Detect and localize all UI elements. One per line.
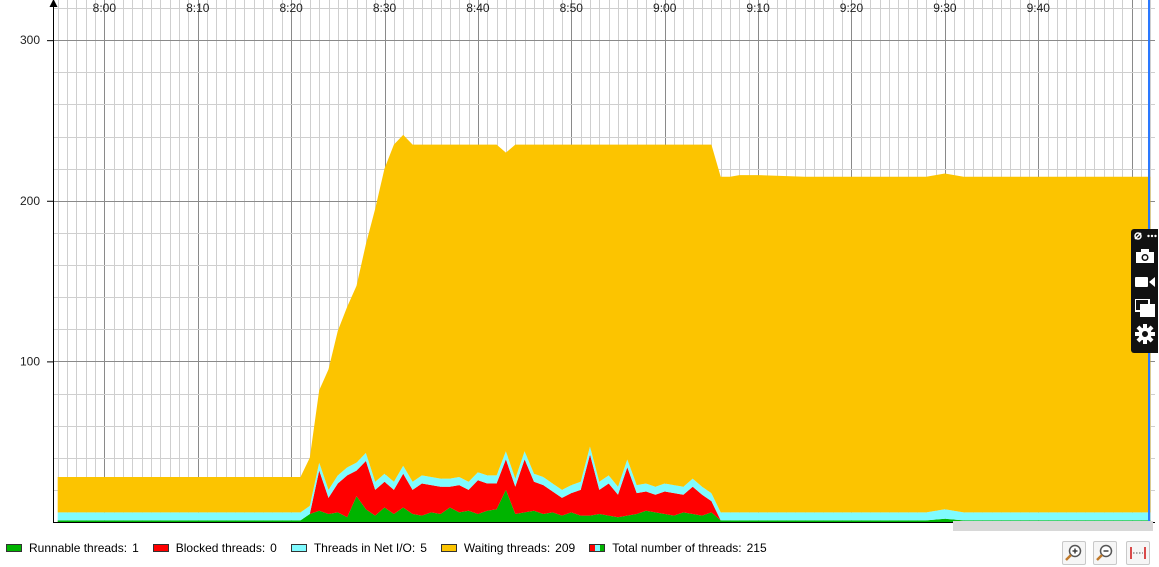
side-toolbar xyxy=(1131,229,1158,353)
series-layer xyxy=(57,134,1151,522)
x-tick-label: 9:10 xyxy=(746,1,770,15)
x-tick-label: 8:30 xyxy=(373,1,397,15)
x-tick-label: 9:40 xyxy=(1027,1,1051,15)
legend-swatch-runnable xyxy=(6,544,22,552)
record-button[interactable] xyxy=(1131,269,1158,295)
legend-swatch-net-io xyxy=(290,544,307,552)
x-tick-label: 8:40 xyxy=(466,1,490,15)
legend-value-blocked: 0 xyxy=(270,541,277,555)
legend-label-waiting: Waiting threads: xyxy=(463,541,551,555)
legend-value-runnable: 1 xyxy=(132,541,139,555)
video-icon xyxy=(1134,277,1155,287)
legend-value-net-io: 5 xyxy=(420,541,427,555)
fit-width-icon xyxy=(1130,547,1146,559)
area-waiting-threads xyxy=(57,134,1151,513)
area-net-io-threads xyxy=(57,446,1151,521)
settings-button[interactable] xyxy=(1131,321,1158,347)
legend-label-blocked: Blocked threads: xyxy=(175,541,266,555)
more-icon[interactable] xyxy=(1146,231,1157,241)
zoom-in-icon xyxy=(1065,544,1082,561)
x-tick-label: 9:20 xyxy=(840,1,864,15)
area-blocked-threads xyxy=(57,454,1151,521)
legend-item-runnable: Runnable threads: 1 xyxy=(6,541,139,555)
x-tick-label: 9:00 xyxy=(653,1,677,15)
legend-swatch-total xyxy=(589,544,606,552)
legend-value-total: 215 xyxy=(746,541,767,555)
area-runnable-threads xyxy=(57,489,1151,522)
camera-icon xyxy=(1135,249,1154,263)
legend-label-total: Total number of threads: xyxy=(612,541,742,555)
legend-swatch-waiting xyxy=(440,544,457,552)
legend-item-blocked: Blocked threads: 0 xyxy=(152,541,277,555)
horizontal-scrollbar-thumb[interactable] xyxy=(953,521,1153,531)
legend-label-net-io: Threads in Net I/O: xyxy=(313,541,416,555)
y-tick-label: 100 xyxy=(20,354,40,368)
legend-item-total: Total number of threads: 215 xyxy=(589,541,767,555)
pin-icon[interactable] xyxy=(1133,231,1155,241)
x-tick-label: 9:30 xyxy=(933,1,957,15)
y-tick-label: 300 xyxy=(20,33,40,47)
legend-label-runnable: Runnable threads: xyxy=(29,541,128,555)
legend-value-waiting: 209 xyxy=(555,541,576,555)
y-tick-label: 200 xyxy=(20,194,40,208)
settings-icon xyxy=(1134,324,1155,344)
chart-legend: Runnable threads: 1 Blocked threads: 0 T… xyxy=(6,538,781,558)
x-tick-label: 8:20 xyxy=(279,1,303,15)
y-axis-arrow xyxy=(49,0,58,7)
toolbar-header xyxy=(1131,229,1158,243)
zoom-in-button[interactable] xyxy=(1062,541,1086,565)
x-tick-label: 8:00 xyxy=(93,1,117,15)
copy-button[interactable] xyxy=(1131,295,1158,321)
legend-swatch-blocked xyxy=(152,544,169,552)
screenshot-button[interactable] xyxy=(1131,243,1158,269)
legend-item-waiting: Waiting threads: 209 xyxy=(440,541,576,555)
fit-width-button[interactable] xyxy=(1126,541,1150,565)
x-tick-label: 8:10 xyxy=(186,1,210,15)
legend-item-net-io: Threads in Net I/O: 5 xyxy=(290,541,427,555)
zoom-out-icon xyxy=(1096,544,1113,561)
copy-icon xyxy=(1134,299,1155,317)
zoom-out-button[interactable] xyxy=(1093,541,1117,565)
x-tick-label: 8:50 xyxy=(560,1,584,15)
